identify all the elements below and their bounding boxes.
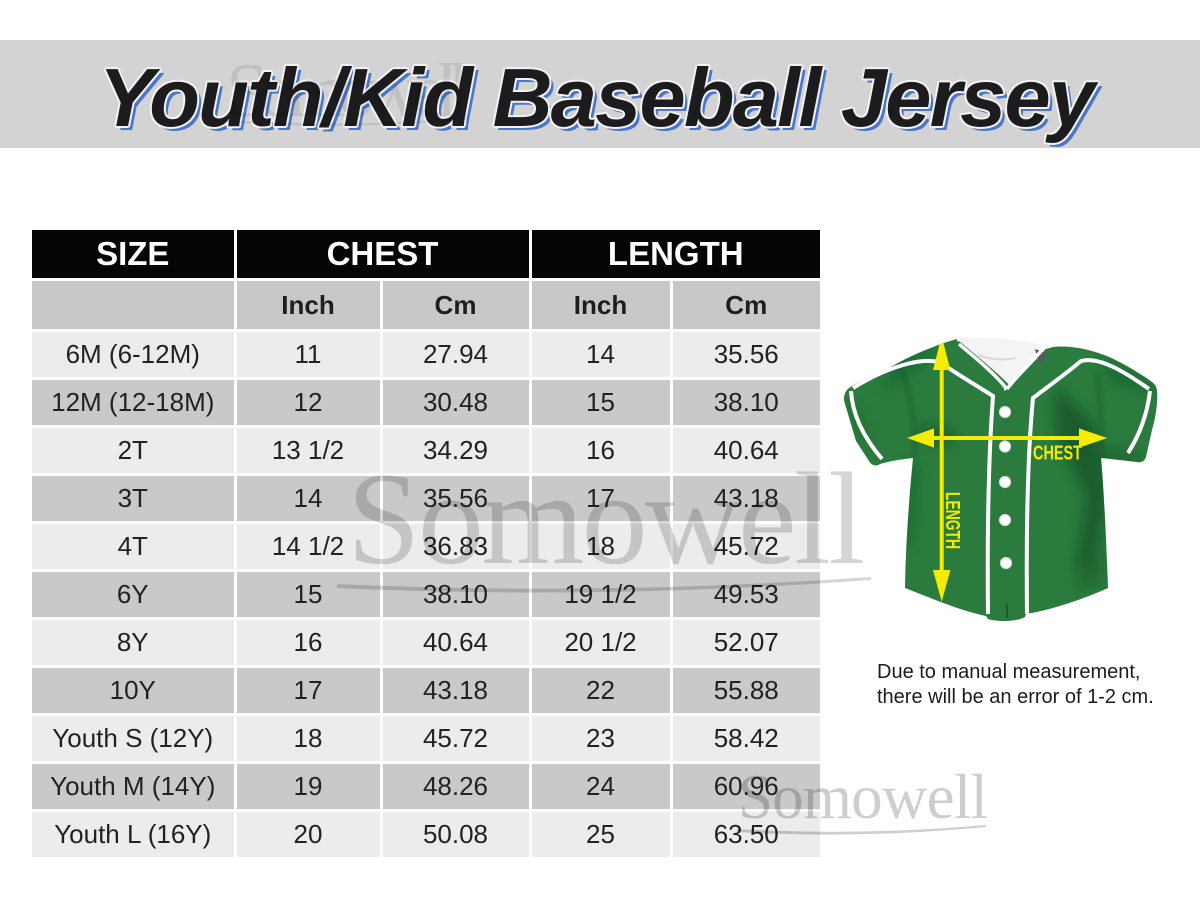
svg-text:Somowell: Somowell xyxy=(226,49,469,133)
svg-text:LENGTH: LENGTH xyxy=(941,492,963,549)
svg-text:Somowell: Somowell xyxy=(738,762,988,832)
svg-text:CHEST: CHEST xyxy=(1033,443,1082,465)
svg-text:Somowell: Somowell xyxy=(347,445,865,592)
